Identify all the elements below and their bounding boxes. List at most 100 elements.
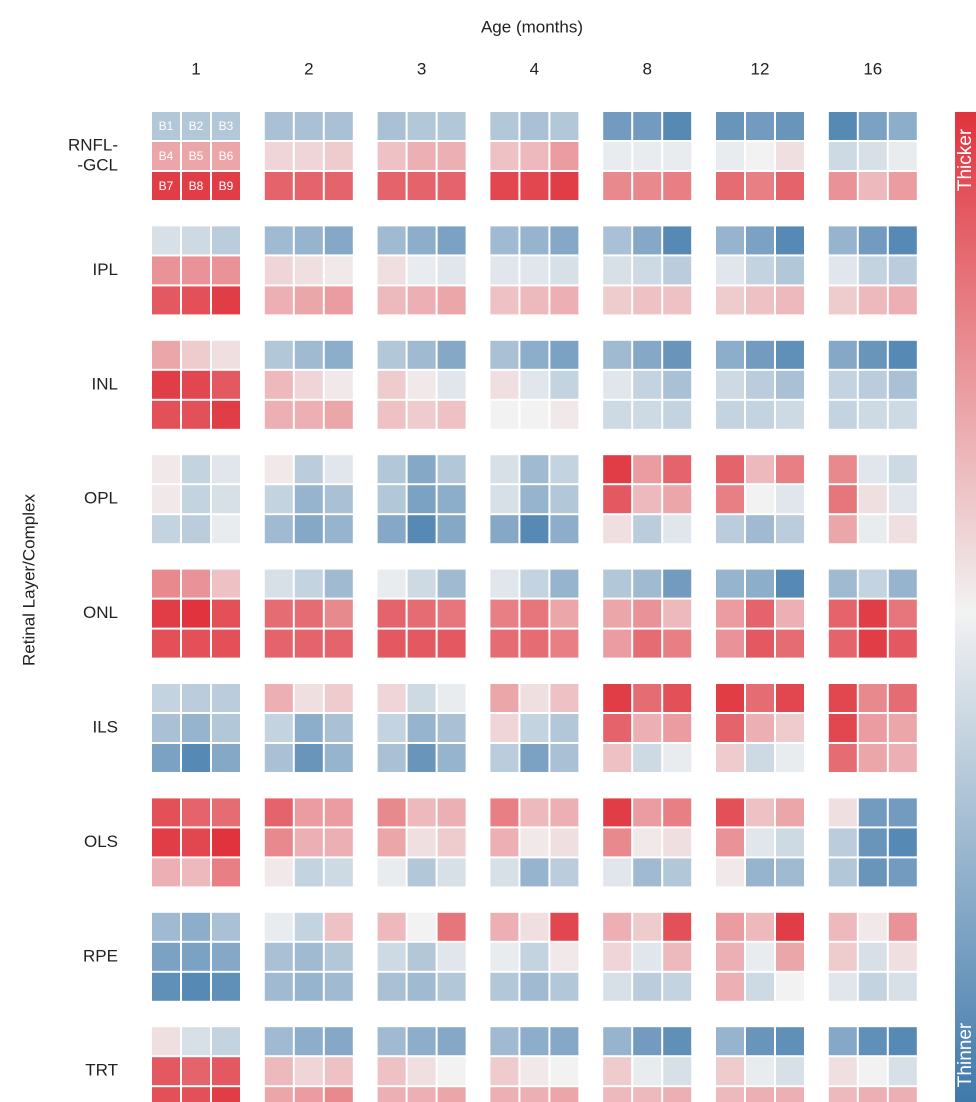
heatmap-cell [888,828,917,857]
heatmap-cell [550,942,579,971]
heatmap-cell [324,515,353,544]
heatmap-cell [746,485,774,514]
heatmap-cell [377,142,406,170]
heatmap-cell [888,226,917,255]
heatmap-cell [294,142,323,170]
heatmap-cell [603,172,632,200]
heatmap-cell [294,485,323,514]
heatmap-cell [828,744,857,772]
heatmap-cell [407,599,436,628]
heatmap-cell [324,1027,353,1056]
heatmap-cell [212,256,240,285]
heatmap-cell [858,226,887,255]
heatmap-cell [264,340,293,369]
heatmap-cell [264,972,293,1001]
heatmap-cell [490,1057,519,1086]
heatmap-cell [633,256,662,285]
heatmap-cell [490,142,519,170]
heatmap-cell [603,286,632,315]
heatmap-cell [182,485,210,514]
heatmap-cell [550,714,579,742]
heatmap-cell [264,370,293,399]
heatmap-cell [294,828,323,857]
heatmap-cell [746,172,774,200]
heatmap-cell [550,1057,579,1086]
heatmap-cell [633,142,662,170]
heatmap-cell [888,340,917,369]
heatmap-cell [520,972,549,1001]
heatmap-cell [294,599,323,628]
heatmap-cell [776,744,804,772]
heatmap-cell [212,370,240,399]
heatmap-cell [888,142,917,170]
heatmap-cell [490,858,519,887]
heatmap-cell [182,798,210,827]
heatmap-cell [858,112,887,140]
heatmap-cell [407,515,436,544]
heatmap-cell [746,684,774,712]
heatmap-cell [520,1027,549,1056]
heatmap-cell [858,858,887,887]
heatmap-cell [324,485,353,514]
heatmap-cell [550,828,579,857]
heatmap-cell [716,112,744,140]
heatmap-cell [377,858,406,887]
heatmap-cell [858,485,887,514]
heatmap-cell [520,370,549,399]
heatmap-cell [828,226,857,255]
heatmap-cell [182,569,210,598]
heatmap-cell [264,1087,293,1102]
heatmap-cell [407,1087,436,1102]
heatmap-cell [776,912,804,941]
heatmap-cell [550,599,579,628]
heatmap-cell [324,340,353,369]
heatmap-cell [407,629,436,658]
heatmap-cell [490,1087,519,1102]
heatmap-cell [888,629,917,658]
heatmap-cell [858,714,887,742]
heatmap-cell [324,744,353,772]
heatmap-cell [520,798,549,827]
heatmap-cell [603,370,632,399]
heatmap-cell [520,226,549,255]
heatmap-cell [550,684,579,712]
heatmap-cell [437,172,466,200]
heatmap-cell [858,1027,887,1056]
heatmap-cell [377,629,406,658]
heatmap-cell [663,1027,692,1056]
heatmap-cell [377,112,406,140]
heatmap-cell [716,714,744,742]
heatmap-cell [550,455,579,484]
heatmap-cell [828,370,857,399]
heatmap-cell [294,370,323,399]
heatmap-cell [437,226,466,255]
heatmap-cell [437,942,466,971]
heatmap-cell [152,112,180,140]
heatmap-cell [746,455,774,484]
heatmap-cell [437,286,466,315]
heatmap-cell [377,340,406,369]
heatmap-cell [407,972,436,1001]
heatmap-cell [520,828,549,857]
heatmap-cell [437,569,466,598]
heatmap-cell [294,1027,323,1056]
heatmap-cell [746,569,774,598]
heatmap-cell [603,569,632,598]
heatmap-cell [828,286,857,315]
heatmap-cell [603,142,632,170]
heatmap-cell [212,340,240,369]
heatmap-cell [663,599,692,628]
heatmap-cell [633,515,662,544]
x-tick-label: 12 [751,59,770,78]
heatmap-cell [294,256,323,285]
heatmap-cell [520,485,549,514]
heatmap-cell [888,972,917,1001]
heatmap-cell [716,400,744,429]
heatmap-cell [828,629,857,658]
heatmap-cell [828,172,857,200]
heatmap-cell [776,142,804,170]
heatmap-cell [377,515,406,544]
heatmap-cell [437,485,466,514]
cell-label: B9 [219,179,234,193]
heatmap-cell [490,599,519,628]
